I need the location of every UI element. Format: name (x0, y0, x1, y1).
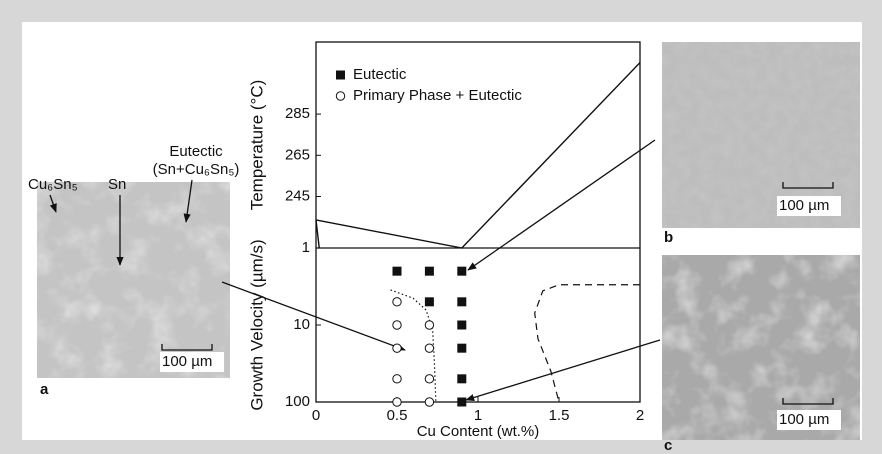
legend-marker (335, 91, 346, 101)
scale-label: 100 µm (162, 353, 212, 370)
x-tick-label: 2 (636, 407, 644, 424)
scale-bg (777, 410, 841, 430)
point (392, 374, 402, 384)
point (392, 397, 402, 407)
x-axis-title: Cu Content (wt.%) (417, 423, 540, 440)
legend-label: Eutectic (353, 66, 407, 83)
point (392, 343, 402, 353)
phase-label: Sn (108, 176, 126, 193)
micrograph-a (37, 182, 230, 378)
y-tick-label: 100 (285, 393, 310, 410)
phase-label: (Sn+Cu₆Sn₅) (153, 161, 240, 178)
scale-bg (777, 196, 841, 216)
x-tick-label: 1 (474, 407, 482, 424)
point (457, 266, 467, 276)
phase-label: Eutectic (169, 143, 223, 160)
point (392, 297, 402, 307)
point (424, 297, 434, 307)
y-tick-label: 265 (285, 146, 310, 163)
y-tick-label: 285 (285, 105, 310, 122)
y-tick-label: 245 (285, 187, 310, 204)
scale-label: 100 µm (779, 411, 829, 428)
point (457, 343, 467, 353)
point (392, 320, 402, 330)
legend-label: Primary Phase + Eutectic (353, 87, 522, 104)
point (457, 397, 467, 407)
point (424, 374, 435, 384)
point (457, 374, 467, 384)
x-tick-label: 1.5 (549, 407, 570, 424)
x-tick-label: 0 (312, 407, 320, 424)
y-tick-label: 1 (302, 239, 310, 256)
point (424, 266, 434, 276)
panel-label: a (40, 381, 49, 398)
x-tick-label: 0.5 (387, 407, 408, 424)
point (392, 266, 402, 276)
phase-label: Cu₆Sn₅ (28, 176, 78, 193)
y-axis-title: Growth Velocity (µm/s) (247, 239, 266, 410)
curve (315, 62, 641, 249)
y-axis-title: Temperature (°C) (247, 80, 266, 211)
point (457, 297, 467, 307)
panel-label: c (664, 437, 672, 454)
point (457, 320, 467, 330)
y-tick-label: 10 (293, 316, 310, 333)
micrograph-c (662, 255, 860, 440)
legend-marker (336, 70, 345, 80)
scale-label: 100 µm (779, 197, 829, 214)
point (424, 320, 435, 330)
curve (534, 284, 640, 403)
panel-label: b (664, 229, 673, 246)
curve (390, 289, 437, 403)
scale-bg (160, 352, 224, 372)
point (424, 343, 435, 353)
curve (315, 219, 320, 249)
scale-bars (161, 182, 834, 405)
point (424, 397, 435, 407)
